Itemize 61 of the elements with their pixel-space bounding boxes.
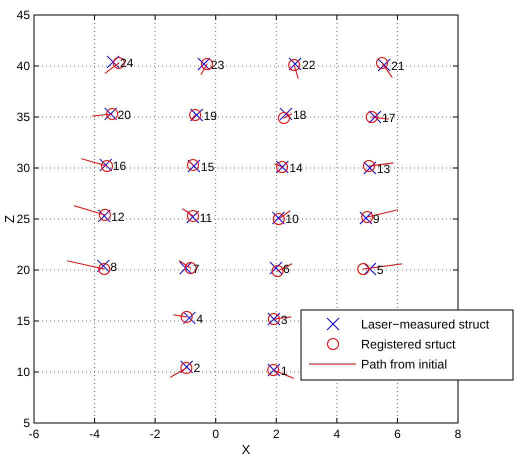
point	[197, 57, 210, 70]
point	[182, 311, 196, 324]
point	[378, 58, 391, 72]
x-tick-label: 0	[212, 427, 220, 441]
annotation: 19	[204, 108, 218, 123]
point	[96, 259, 110, 272]
annotation: 10	[285, 212, 300, 226]
annotation: 6	[282, 262, 290, 276]
x-tick-label: 8	[454, 427, 462, 441]
annotation: 12	[111, 210, 125, 224]
annotation: 8	[110, 260, 118, 274]
y-tick-label: 10	[16, 365, 30, 379]
y-tick-label: 15	[16, 314, 30, 328]
x-tick-label: -2	[150, 427, 161, 441]
y-tick-label: 20	[16, 263, 30, 277]
annotation: 22	[302, 58, 316, 72]
point	[180, 310, 193, 323]
point	[357, 262, 370, 275]
legend-label: Path from initial	[361, 358, 448, 372]
annotation: 17	[382, 111, 396, 125]
point	[269, 261, 282, 274]
legend-label: Registered srtuct	[361, 338, 456, 352]
x-tick-label: -4	[89, 427, 100, 441]
point	[376, 56, 388, 69]
point	[368, 110, 382, 124]
annotation: 14	[289, 160, 304, 175]
annotation: 20	[118, 108, 132, 122]
annotation: 4	[196, 312, 204, 326]
y-tick-label: 35	[16, 110, 30, 124]
y-tick-label: 45	[16, 8, 30, 22]
point	[278, 112, 290, 124]
y-tick-label: 25	[16, 212, 30, 226]
point	[179, 261, 192, 274]
annotation: 13	[376, 162, 391, 176]
annotation: 21	[391, 58, 405, 73]
y-tick-label: 40	[16, 59, 30, 73]
x-tick-label: -6	[28, 427, 40, 441]
point	[106, 55, 120, 68]
point	[200, 58, 213, 70]
annotation: 16	[112, 158, 126, 173]
annotation: 9	[372, 212, 380, 226]
point	[271, 265, 284, 278]
point	[363, 162, 376, 174]
y-axis-title: Z	[2, 214, 17, 223]
point	[366, 111, 378, 123]
y-tick-label: 5	[23, 416, 30, 430]
x-tick-label: 6	[394, 427, 402, 441]
annotation: 5	[376, 262, 384, 277]
x-axis-title: X	[242, 442, 251, 457]
point	[279, 107, 292, 120]
point	[362, 160, 375, 172]
legend-label: Laser−measured struct	[361, 318, 490, 332]
point	[98, 262, 110, 275]
annotation: 18	[292, 108, 307, 122]
x-tick-label: 4	[334, 427, 341, 441]
annotation: 15	[200, 160, 215, 174]
annotation: 11	[200, 210, 212, 225]
point	[363, 262, 376, 276]
annotation: 2	[194, 360, 201, 375]
x-tick-label: 2	[272, 427, 280, 441]
y-tick-label: 30	[16, 161, 30, 175]
